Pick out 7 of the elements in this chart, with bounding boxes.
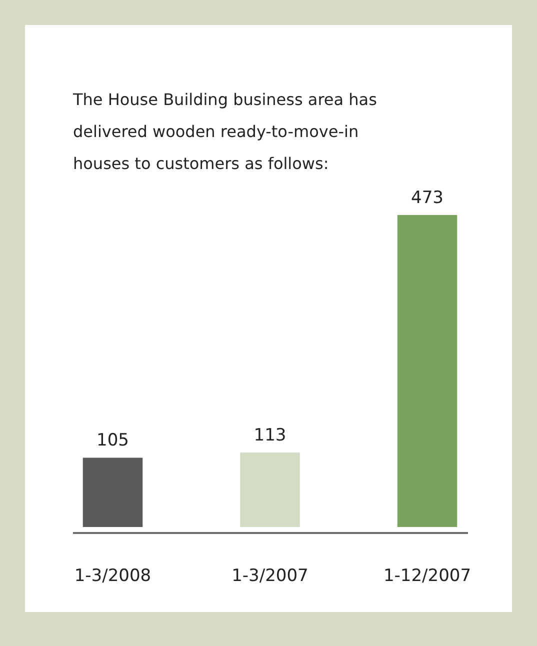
data-label: 473 [411,188,444,208]
chart-title: The House Building business area has delivered wooden ready-to-move-in houses to customers as follows: [72,90,377,173]
x-tick-label: 1-3/2008 [74,566,152,586]
data-label: 105 [96,430,129,451]
x-tick-label: 1-3/2007 [232,566,308,586]
x-tick-label: 1-12/2007 [383,566,472,586]
data-label: 113 [254,425,286,446]
